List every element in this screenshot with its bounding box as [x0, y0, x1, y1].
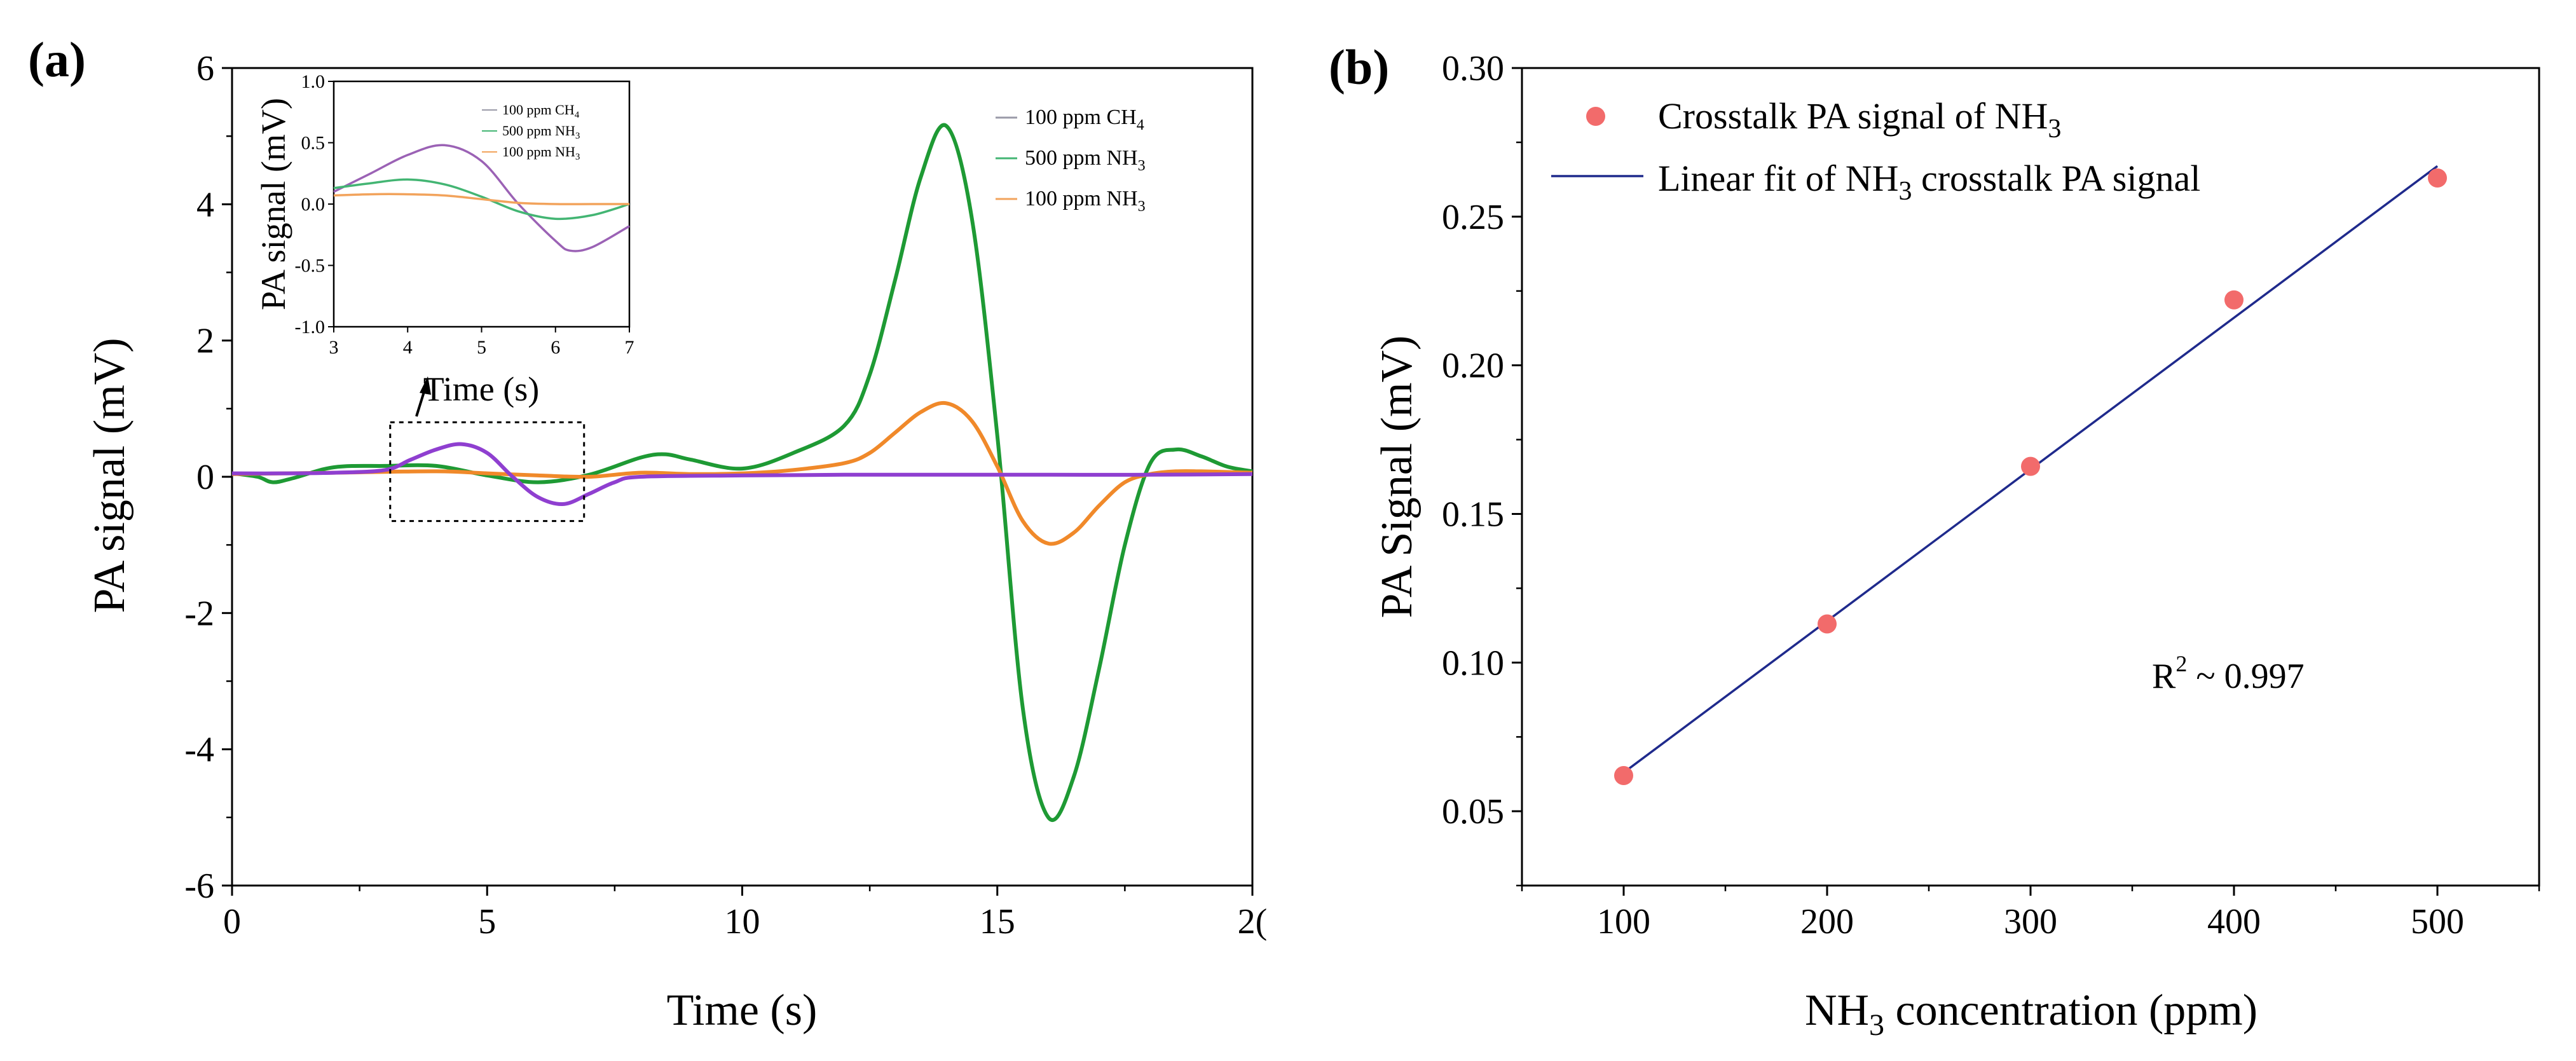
inset-y-tick-label: 0.0: [301, 194, 325, 215]
zoom-region-box: [389, 421, 586, 523]
scatter-point: [2224, 290, 2244, 310]
inset-x-tick-label: 7: [625, 337, 634, 358]
x-tick-label: 300: [2004, 902, 2057, 941]
inset-series-line-0: [333, 144, 630, 252]
inset-x-axis-label: Time (s): [423, 370, 540, 408]
y-tick-label: 0.10: [1442, 643, 1504, 683]
inset-x-tick-label: 5: [477, 337, 486, 358]
r-squared-annotation: R2 ~ 0.997: [2152, 651, 2305, 696]
y-tick-label: -4: [184, 730, 214, 770]
scatter-point: [2021, 456, 2040, 476]
inset-legend: 100 ppm CH4 500 ppm NH3 100 ppm NH3: [482, 102, 580, 162]
zoom-arrow: [415, 376, 431, 417]
panel-b: (b) 0.05 0.10 0.15 0.20 0.25 0.30 100 200 300 40…: [1329, 39, 2540, 1042]
y-tick-label: 0.30: [1442, 49, 1504, 88]
legend-entry-fit: Linear fit of NH3 crosstalk PA signal: [1658, 158, 2200, 206]
inset-y-tick-label: 1.0: [301, 71, 325, 92]
y-tick-label: 4: [196, 185, 214, 224]
panel-a-x-axis-label: Time (s): [667, 986, 818, 1035]
inset-x-tick-label: 6: [551, 337, 560, 358]
panel-b-label: (b): [1329, 39, 1389, 95]
panel-a-series: [231, 123, 1253, 822]
series-line-0: [231, 442, 1253, 506]
y-tick-label: 0.20: [1442, 346, 1504, 386]
inset-series-line-2: [333, 193, 629, 205]
inset-x-tick-label: 4: [403, 337, 413, 358]
panel-a-legend: 100 ppm CH4 500 ppm NH3 100 ppm NH3: [996, 106, 1146, 215]
x-tick-label: 5: [478, 902, 496, 941]
x-tick-label: 400: [2207, 902, 2261, 941]
inset-y-tick-label: 0.5: [301, 133, 325, 154]
y-tick-label: 0.05: [1442, 792, 1504, 832]
panel-a: (a) -6 -4 -2 0 2 4 6 0 5 10 15 2( Time (s) PA sign…: [28, 32, 1267, 1035]
panel-b-x-axis: 100 200 300 400 500: [1521, 886, 2540, 941]
x-tick-label: 10: [725, 902, 760, 941]
inset-y-tick-label: -0.5: [295, 256, 325, 277]
y-tick-label: 6: [196, 49, 214, 88]
x-tick-label: 200: [1800, 902, 1854, 941]
y-tick-label: 2: [196, 322, 214, 361]
scatter-point: [1614, 765, 1633, 785]
panel-a-y-axis: -6 -4 -2 0 2 4 6: [184, 49, 232, 906]
inset-y-tick-label: -1.0: [295, 317, 325, 338]
inset-series-line-1: [333, 178, 630, 221]
inset-legend-entry-1: 500 ppm NH3: [502, 123, 580, 141]
legend-entry-0: 100 ppm CH4: [1025, 106, 1144, 133]
panel-b-legend: Crosstalk PA signal of NH3 Linear fit of …: [1551, 95, 2200, 206]
legend-entry-scatter: Crosstalk PA signal of NH3: [1658, 95, 2061, 144]
x-tick-label: 2(: [1238, 902, 1268, 941]
inset-x-tick-label: 3: [329, 337, 339, 358]
panel-a-label: (a): [28, 32, 86, 87]
legend-swatch-point: [1586, 107, 1605, 126]
panel-b-y-axis-label: PA Signal (mV): [1373, 336, 1422, 619]
scatter-point: [1818, 614, 1837, 634]
panel-b-y-axis: 0.05 0.10 0.15 0.20 0.25 0.30: [1442, 49, 1522, 887]
y-tick-label: -6: [184, 866, 214, 906]
inset-x-axis: 3 4 5 6 7: [329, 327, 634, 358]
inset-series: [333, 144, 630, 252]
x-tick-label: 0: [223, 902, 241, 941]
y-tick-label: 0.25: [1442, 198, 1504, 237]
legend-entry-1: 500 ppm NH3: [1025, 146, 1146, 174]
inset-y-axis: -1.0 -0.5 0.0 0.5 1.0: [295, 71, 334, 338]
inset-y-axis-label: PA signal (mV): [254, 98, 292, 310]
y-tick-label: 0: [196, 458, 214, 497]
series-line-1: [231, 123, 1253, 822]
panel-a-x-axis: 0 5 10 15 2(: [223, 886, 1267, 941]
legend-entry-2: 100 ppm NH3: [1025, 187, 1146, 215]
inset-legend-entry-2: 100 ppm NH3: [502, 144, 580, 162]
panel-b-series: [1614, 165, 2447, 785]
inset-legend-entry-0: 100 ppm CH4: [502, 102, 580, 120]
inset-chart: -1.0 -0.5 0.0 0.5 1.0 3 4 5 6 7 100 ppm CH4 500 p…: [254, 71, 634, 408]
x-tick-label: 100: [1597, 902, 1650, 941]
panel-b-x-axis-label: NH3 concentration (ppm): [1805, 986, 2257, 1042]
panel-a-y-axis-label: PA signal (mV): [85, 338, 134, 613]
x-tick-label: 500: [2411, 902, 2464, 941]
x-tick-label: 15: [980, 902, 1015, 941]
y-tick-label: -2: [184, 594, 214, 633]
scatter-point: [2428, 168, 2447, 188]
y-tick-label: 0.15: [1442, 495, 1504, 534]
